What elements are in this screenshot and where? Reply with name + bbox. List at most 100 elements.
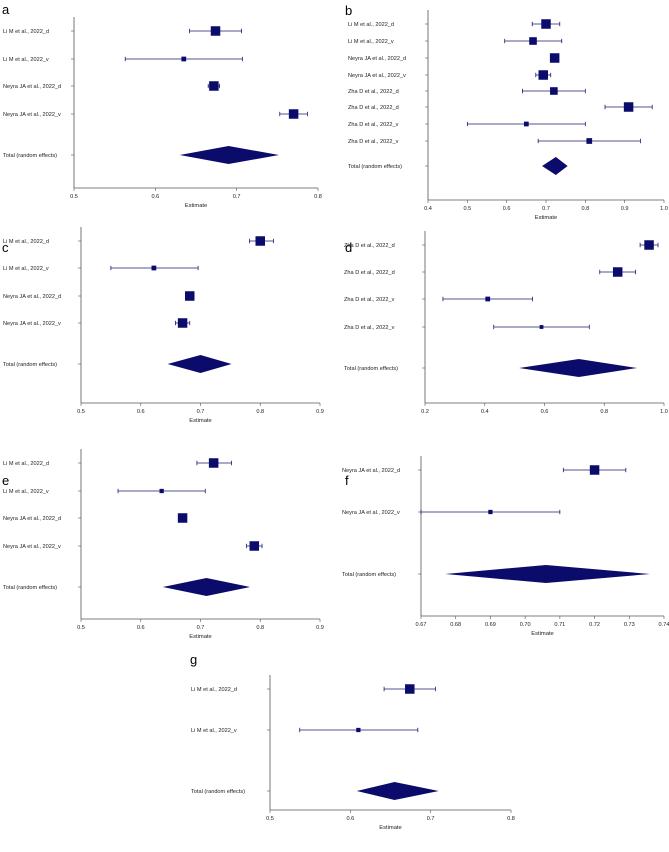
study-label: Neyra JA et al., 2022_d — [3, 84, 61, 90]
x-tick-label: 1.0 — [660, 206, 668, 212]
study-label: Zha D et al., 2022_d — [348, 89, 399, 95]
x-tick-label: 0.8 — [314, 194, 322, 200]
study-estimate-marker — [181, 56, 187, 62]
study-label: Li M et al., 2022_d — [3, 461, 49, 467]
pooled-estimate-diamond — [167, 355, 232, 373]
forest-panel-e: e 0.5 0.6 0.7 0.8 0.9 Estimate Li M et al., 202… — [2, 449, 324, 640]
study-estimate-marker — [177, 318, 188, 328]
study-estimate-marker — [288, 109, 299, 119]
study-estimate-marker — [538, 70, 548, 80]
x-tick-label: 0.72 — [589, 622, 600, 628]
study-estimate-marker — [488, 509, 493, 515]
study-estimate-marker — [485, 296, 491, 302]
x-axis-title: Estimate — [535, 215, 558, 221]
study-estimate-marker — [177, 513, 188, 523]
x-tick-label: 0.67 — [416, 622, 427, 628]
study-label: Li M et al., 2022_d — [191, 687, 237, 693]
x-tick-label: 0.6 — [503, 206, 511, 212]
study-label: Neyra JA et al., 2022_v — [3, 321, 61, 327]
study-estimate-marker — [644, 240, 654, 250]
study-estimate-marker — [612, 267, 623, 277]
panel-letter: e — [2, 473, 9, 488]
study-estimate-marker — [405, 684, 415, 694]
study-estimate-marker — [209, 81, 219, 91]
study-estimate-marker — [550, 87, 558, 95]
x-axis-title: Estimate — [531, 631, 554, 637]
study-label: Li M et al., 2022_v — [348, 39, 394, 45]
pooled-estimate-diamond — [179, 146, 279, 164]
x-tick-label: 0.8 — [256, 409, 264, 415]
x-axis-title: Estimate — [185, 203, 208, 209]
x-tick-label: 0.7 — [197, 625, 205, 631]
pooled-estimate-diamond — [445, 565, 651, 583]
study-label: Zha D et al., 2022_v — [344, 325, 395, 331]
x-tick-label: 0.6 — [151, 194, 159, 200]
study-estimate-marker — [586, 138, 593, 144]
x-tick-label: 0.8 — [600, 409, 608, 415]
study-label: Neyra JA et al., 2022_v — [3, 112, 61, 118]
study-estimate-marker — [249, 541, 260, 551]
study-label: Neyra JA et al., 2022_d — [3, 516, 61, 522]
x-tick-label: 0.6 — [346, 816, 354, 822]
x-tick-label: 0.5 — [77, 409, 85, 415]
study-estimate-marker — [159, 488, 164, 494]
x-tick-label: 0.70 — [520, 622, 531, 628]
pooled-label: Total (random effects) — [191, 789, 245, 795]
study-estimate-marker — [623, 102, 634, 112]
forest-panel-b: b 0.4 0.5 0.6 0.7 0.8 0.9 1.0 Estimate Li M et al… — [345, 3, 668, 221]
pooled-estimate-diamond — [162, 578, 251, 596]
x-tick-label: 0.7 — [427, 816, 435, 822]
study-label: Neyra JA et al., 2022_v — [342, 510, 400, 516]
pooled-estimate-diamond — [542, 157, 568, 175]
x-axis-title: Estimate — [189, 418, 212, 424]
study-label: Zha D et al., 2022_d — [344, 270, 395, 276]
study-label: Li M et al., 2022_v — [3, 266, 49, 272]
panel-letter: f — [345, 473, 349, 488]
pooled-label: Total (random effects) — [3, 585, 57, 591]
forest-panel-d: d 0.2 0.4 0.6 0.8 1.0 Zha D et al., 2022_d Zha … — [344, 231, 668, 415]
study-estimate-marker — [356, 727, 361, 733]
study-label: Li M et al., 2022_v — [3, 57, 49, 63]
x-tick-label: 0.8 — [581, 206, 589, 212]
x-tick-label: 0.7 — [233, 194, 241, 200]
study-label: Neyra JA et al., 2022_d — [3, 294, 61, 300]
x-tick-label: 0.5 — [463, 206, 471, 212]
x-tick-label: 0.9 — [621, 206, 629, 212]
x-tick-label: 0.5 — [70, 194, 78, 200]
pooled-label: Total (random effects) — [344, 366, 398, 372]
x-tick-label: 0.6 — [541, 409, 549, 415]
x-tick-label: 1.0 — [660, 409, 668, 415]
panel-letter: c — [2, 240, 9, 255]
forest-panel-a: a 0.5 0.6 0.7 0.8 Estimate Li M et al., 2022_d… — [2, 2, 322, 209]
study-label: Neyra JA et al., 2022_v — [3, 544, 61, 550]
forest-panel-c: c 0.5 0.6 0.7 0.8 0.9 Estimate Li M et al., 202… — [2, 227, 324, 424]
study-estimate-marker — [529, 37, 537, 45]
pooled-label: Total (random effects) — [3, 153, 57, 159]
study-label: Zha D et al., 2022_v — [348, 139, 399, 145]
study-estimate-marker — [589, 465, 600, 475]
study-label: Zha D et al., 2022_v — [344, 297, 395, 303]
study-label: Zha D et al., 2022_v — [348, 122, 399, 128]
x-tick-label: 0.9 — [316, 625, 324, 631]
study-estimate-marker — [210, 26, 221, 36]
forest-panel-f: f 0.67 0.68 0.69 0.70 0.71 0.72 0.73 0.74 Estimat… — [342, 456, 669, 637]
x-tick-label: 0.74 — [659, 622, 669, 628]
panel-letter: g — [190, 652, 197, 667]
forest-panel-g: g 0.5 0.6 0.7 0.8 Estimate Li M et al., 2022_d… — [190, 652, 515, 831]
study-estimate-marker — [523, 121, 529, 127]
study-label: Zha D et al., 2022_d — [348, 105, 399, 111]
x-tick-label: 0.8 — [507, 816, 515, 822]
x-axis-title: Estimate — [189, 634, 212, 640]
x-tick-label: 0.4 — [424, 206, 432, 212]
pooled-label: Total (random effects) — [348, 164, 402, 170]
study-estimate-marker — [208, 458, 219, 468]
x-tick-label: 0.6 — [137, 625, 145, 631]
x-tick-label: 0.73 — [624, 622, 635, 628]
study-label: Neyra JA et al., 2022_d — [342, 468, 400, 474]
study-estimate-marker — [539, 325, 544, 329]
study-label: Zha D et al., 2022_d — [344, 243, 395, 249]
x-tick-label: 0.7 — [542, 206, 550, 212]
study-label: Li M et al., 2022_d — [3, 239, 49, 245]
study-estimate-marker — [541, 19, 551, 29]
x-tick-label: 0.69 — [485, 622, 496, 628]
